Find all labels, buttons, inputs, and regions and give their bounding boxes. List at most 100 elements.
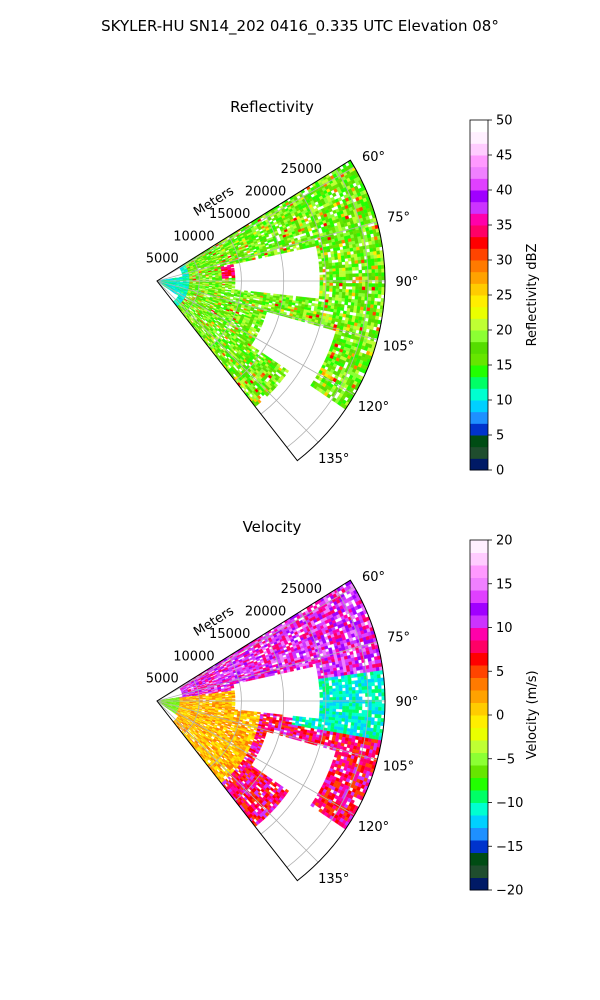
radar-echo-field [157,580,386,830]
azimuth-gridline [156,280,319,443]
colorbar-swatch [470,702,488,716]
azimuth-tick-label: 135° [318,452,349,467]
colorbar-swatch [470,565,488,578]
colorbar-tick-label: −15 [496,840,523,855]
range-tick-label: 5000 [146,672,179,687]
range-tick-label: 15000 [209,207,250,222]
colorbar-tick-label: −10 [496,796,523,811]
colorbar-swatch [470,341,488,354]
colorbar-swatch [470,248,488,261]
colorbar-swatch [470,790,488,803]
colorbar-swatch [470,652,488,666]
colorbar-tick-label: 50 [496,114,513,129]
colorbar-swatch [470,815,488,828]
colorbar-swatch [470,376,488,389]
colorbar-swatch [470,446,488,459]
colorbar-label: Velocity (m/s) [525,670,540,759]
azimuth-gridline [156,700,378,761]
colorbar-swatch [470,852,488,866]
colorbar-swatch [470,435,488,448]
azimuth-gridline [156,221,378,282]
range-ring [286,588,369,868]
panel-reflectivity: Reflectivity 5000 10000 15000 20000 25000 60° 7… [146,98,540,479]
range-tick-label: 20000 [245,185,286,200]
colorbar-swatch [470,155,488,168]
azimuth-tick-label: 60° [362,570,385,585]
colorbar-tick-label: −20 [496,884,523,899]
azimuth-tick-label: 120° [358,400,389,415]
colorbar-swatch [470,236,488,249]
colorbar-tick-label: 35 [496,219,513,234]
azimuth-tick-label: 90° [395,695,418,710]
colorbar-swatch [470,225,488,238]
colorbar-swatch [470,715,488,728]
colorbar-swatch [470,365,488,378]
azimuth-tick-label: 60° [362,150,385,165]
colorbar-swatch [470,131,488,144]
colorbar-swatch [470,540,488,553]
colorbar-swatch [470,260,488,273]
colorbar-swatch [470,690,488,703]
colorbar-label: Reflectivity dBZ [525,244,540,347]
colorbar: 0 5 10 15 20 25 30 35 40 45 50 Reflectivity dBZ [469,114,540,479]
azimuth-gridline [156,280,378,341]
colorbar-swatch [470,752,488,766]
colorbar-swatch [470,665,488,678]
colorbar-tick-label: 10 [496,394,513,409]
colorbar-swatch [470,602,488,616]
colorbar-tick-label: 15 [496,577,513,592]
colorbar-swatch [470,423,488,436]
range-ring [208,236,242,348]
colorbar-swatch [470,306,488,319]
range-ring [208,656,242,768]
colorbar-tick-label: 25 [496,289,513,304]
radar-echo-field [157,160,386,410]
colorbar-tick-label: 15 [496,359,513,374]
colorbar-swatch [470,178,488,191]
azimuth-tick-label: 105° [383,340,414,355]
azimuth-tick-label: 105° [383,760,414,775]
plot-frame [156,579,386,882]
colorbar-swatch [470,295,488,308]
panel-velocity: Velocity 5000 10000 15000 20000 25000 60° 75° 90… [146,518,540,899]
colorbar-tick-label: 30 [496,254,513,269]
panel-title: Velocity [243,518,302,536]
panel-title: Reflectivity [230,98,314,116]
range-ring [182,258,200,315]
range-tick-label: 20000 [245,605,286,620]
colorbar-swatch [470,777,488,791]
colorbar-swatch [470,400,488,413]
colorbar-swatch [470,865,488,878]
colorbar-swatch [470,143,488,156]
colorbar-tick-label: 45 [496,149,513,164]
azimuth-tick-label: 75° [387,210,410,225]
colorbar-swatch [470,627,488,641]
colorbar-swatch [470,353,488,366]
range-tick-label: 10000 [173,649,214,664]
range-ring [234,633,285,802]
colorbar-swatch [470,577,488,591]
azimuth-gridline [156,641,378,702]
range-tick-label: 5000 [146,252,179,267]
colorbar-swatch [470,640,488,653]
range-tick-label: 10000 [173,229,214,244]
colorbar-tick-label: 40 [496,184,513,199]
azimuth-gridline [156,586,355,702]
colorbar-swatch [470,677,488,691]
colorbar-swatch [470,802,488,816]
azimuth-tick-label: 135° [318,872,349,887]
colorbar-swatch [470,615,488,628]
colorbar-swatch [470,190,488,203]
colorbar-tick-label: 20 [496,534,513,549]
azimuth-gridline [156,700,319,863]
colorbar-swatch [470,318,488,331]
azimuth-gridline [156,166,355,282]
colorbar-swatch [470,120,488,133]
colorbar-swatch [470,271,488,284]
azimuth-tick-label: 90° [395,275,418,290]
colorbar-tick-label: −5 [496,752,515,767]
colorbar-swatch [470,458,488,471]
range-tick-label: 15000 [209,627,250,642]
range-tick-label: 25000 [281,582,322,597]
